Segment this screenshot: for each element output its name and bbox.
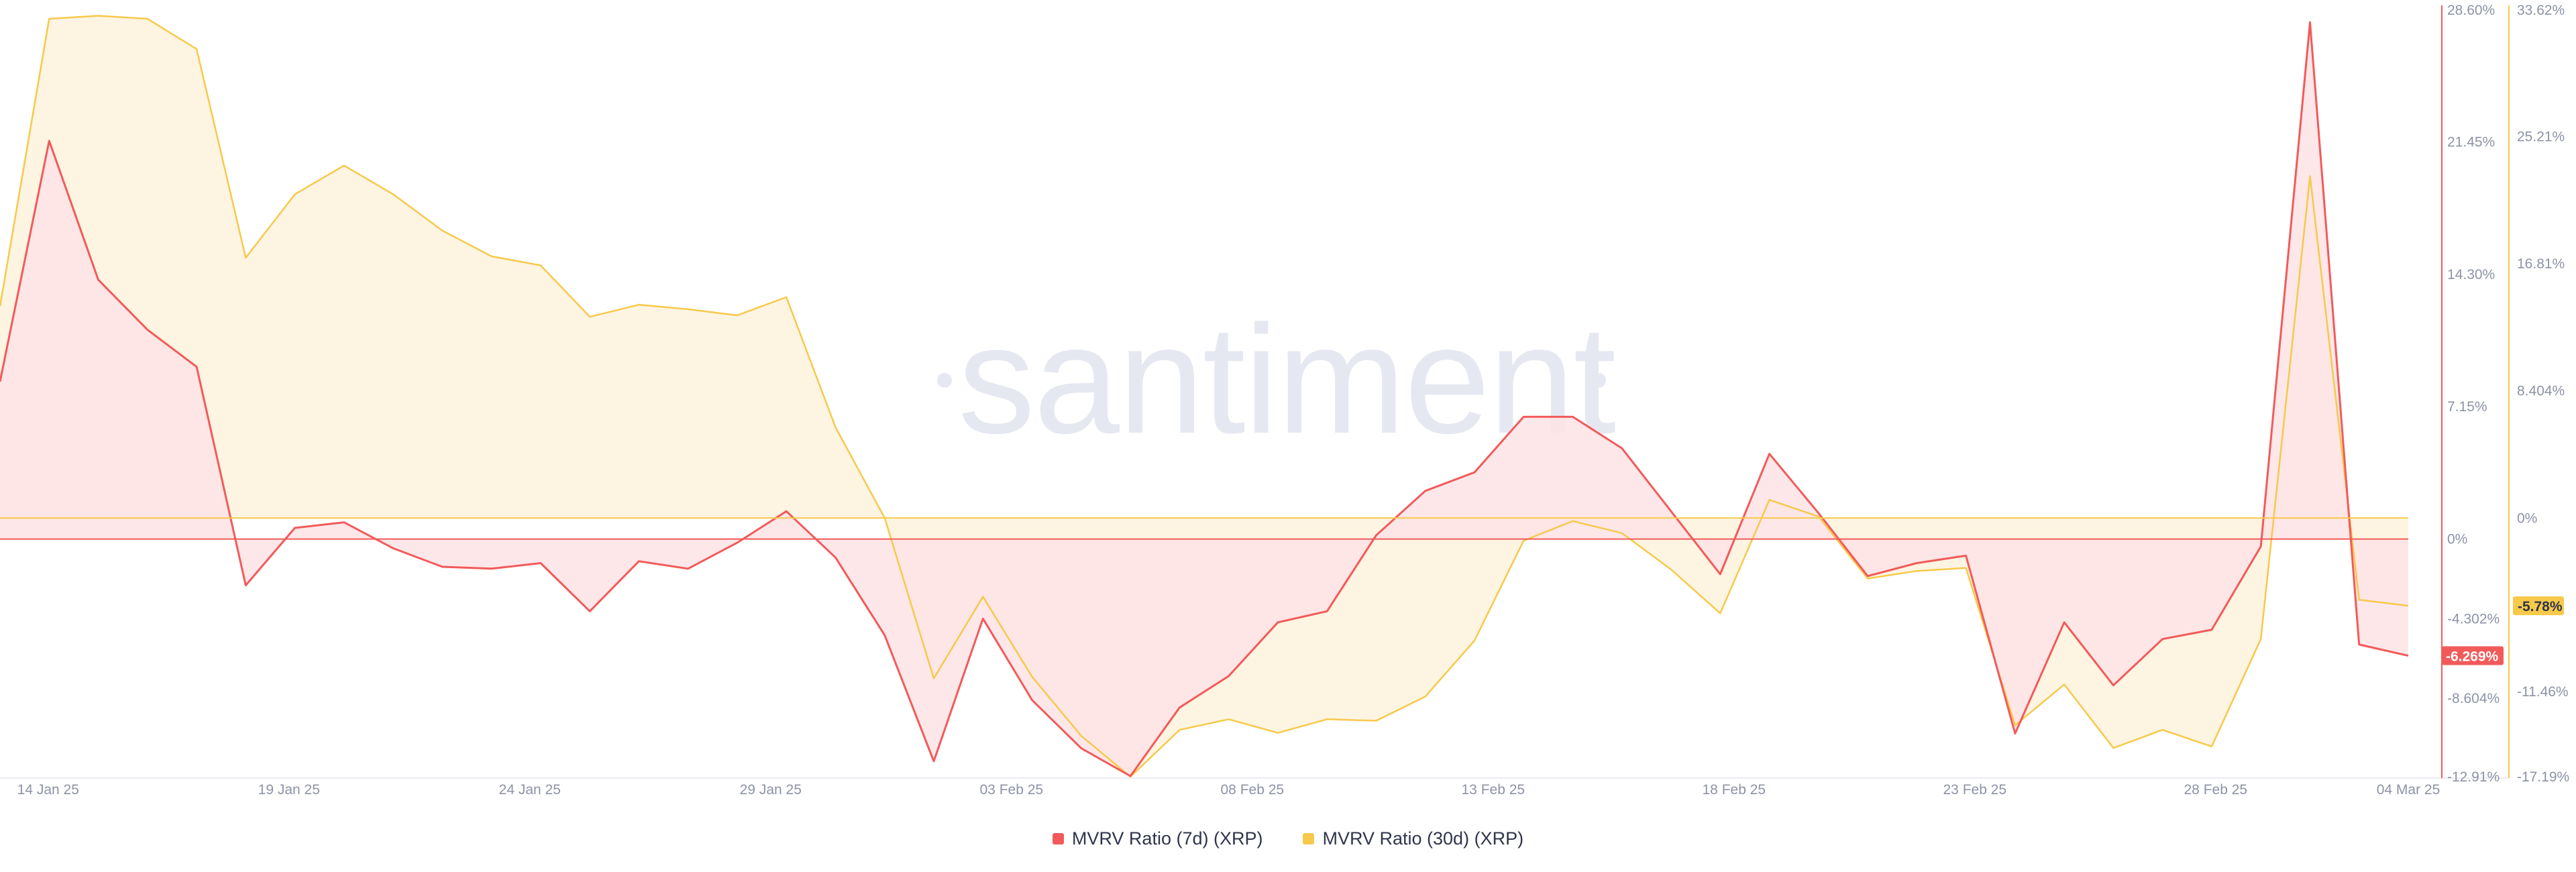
y-left-tick-label: -12.91% xyxy=(2447,769,2500,785)
badge-30d-label: -5.78% xyxy=(2518,599,2563,614)
x-tick-label: 13 Feb 25 xyxy=(1462,782,1525,798)
x-tick-label: 08 Feb 25 xyxy=(1221,782,1285,798)
y-axis-left: 28.60% 21.45% 14.30% 7.15% 0% -4.302% -8.604% -… xyxy=(2441,3,2500,785)
y-right-tick-label: -11.46% xyxy=(2517,684,2569,700)
y-left-tick-label: 0% xyxy=(2447,532,2467,547)
zero-lines xyxy=(0,517,2408,540)
x-tick-label: 03 Feb 25 xyxy=(980,782,1044,798)
y-left-tick-label: -8.604% xyxy=(2447,691,2500,706)
badge-7d xyxy=(2442,646,2504,665)
y-axis-right: 33.62% 25.21% 16.81% 8.404% 0% -11.46% -17.19% xyxy=(2508,3,2569,785)
x-tick-label: 14 Jan 25 xyxy=(17,782,79,798)
legend-swatch-30d xyxy=(1303,832,1315,844)
legend-label-30d: MVRV Ratio (30d) (XRP) xyxy=(1322,828,1524,849)
legend: MVRV Ratio (7d) (XRP) MVRV Ratio (30d) (… xyxy=(0,825,2576,852)
current-value-badges: -6.269% -5.78% xyxy=(2442,596,2564,665)
badge-7d-label: -6.269% xyxy=(2446,649,2499,665)
y-right-tick-label: 0% xyxy=(2517,510,2537,526)
x-tick-label: 19 Jan 25 xyxy=(258,782,320,798)
x-tick-label: 24 Jan 25 xyxy=(499,782,561,798)
x-tick-label: 29 Jan 25 xyxy=(740,782,802,798)
series-line-7d xyxy=(0,21,2408,777)
badge-30d xyxy=(2513,596,2564,616)
legend-item-7d[interactable]: MVRV Ratio (7d) (XRP) xyxy=(1052,828,1263,849)
series-line-30d xyxy=(0,15,2408,778)
y-left-tick-label: 28.60% xyxy=(2447,3,2495,18)
plot-area xyxy=(0,15,2408,778)
legend-label-7d: MVRV Ratio (7d) (XRP) xyxy=(1071,828,1263,849)
y-left-tick-label: 7.15% xyxy=(2447,399,2487,415)
y-right-tick-label: 33.62% xyxy=(2517,3,2565,18)
area-7d xyxy=(0,22,2408,776)
y-right-tick-label: 8.404% xyxy=(2517,384,2565,399)
legend-swatch-7d xyxy=(1052,832,1064,844)
y-right-tick-label: -17.19% xyxy=(2517,769,2569,785)
y-left-tick-label: 21.45% xyxy=(2447,134,2495,150)
x-tick-label: 04 Mar 25 xyxy=(2377,782,2440,798)
x-tick-label: 23 Feb 25 xyxy=(1943,782,2007,798)
legend-item-30d[interactable]: MVRV Ratio (30d) (XRP) xyxy=(1303,828,1523,849)
y-right-tick-label: 16.81% xyxy=(2517,256,2565,272)
x-axis: 14 Jan 25 19 Jan 25 24 Jan 25 29 Jan 25 03 F… xyxy=(0,777,2509,798)
y-left-tick-label: 14.30% xyxy=(2447,267,2495,282)
x-tick-label: 28 Feb 25 xyxy=(2184,782,2248,798)
y-right-tick-label: 25.21% xyxy=(2517,129,2565,145)
x-tick-label: 18 Feb 25 xyxy=(1703,782,1766,798)
y-left-tick-label: -4.302% xyxy=(2447,611,2500,626)
